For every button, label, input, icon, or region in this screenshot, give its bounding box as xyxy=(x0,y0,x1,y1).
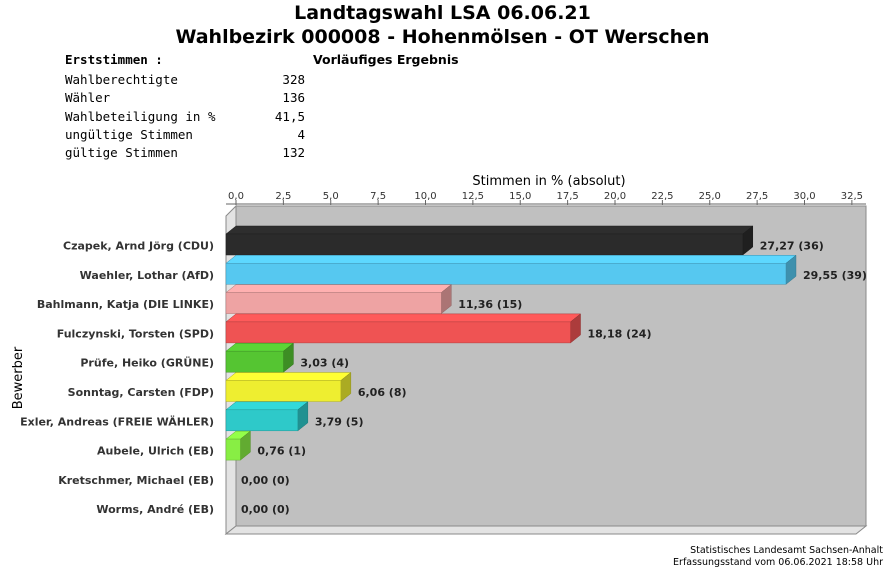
stats-row: Wähler 136 xyxy=(65,90,305,106)
bar xyxy=(225,409,299,432)
stats-value: 4 xyxy=(297,126,305,142)
bar xyxy=(225,321,571,344)
stats-label: Wahlberechtigte xyxy=(65,72,178,87)
category-label: Exler, Andreas (FREIE WÄHLER) xyxy=(20,414,214,428)
x-tick-label: 0,0 xyxy=(228,191,244,202)
x-tick-label: 30,0 xyxy=(793,191,815,202)
stats-value: 41,5 xyxy=(274,108,305,124)
category-label: Bahlmann, Katja (DIE LINKE) xyxy=(37,298,214,311)
stats-row: gültige Stimmen 132 xyxy=(65,145,305,161)
bar-value-label: 3,03 (4) xyxy=(300,357,349,370)
x-tick-label: 22,5 xyxy=(651,191,673,202)
stats-label: ungültige Stimmen xyxy=(65,126,193,142)
bar xyxy=(225,438,241,461)
x-tick-label: 7,5 xyxy=(370,191,386,202)
x-tick-label: 15,0 xyxy=(509,191,531,202)
x-tick-label: 5,0 xyxy=(323,191,339,202)
category-label: Prüfe, Heiko (GRÜNE) xyxy=(80,356,214,370)
stats-row: ungültige Stimmen 4 xyxy=(65,126,305,142)
bar-top-face xyxy=(225,372,352,381)
chart-title: Landtagswahl LSA 06.06.21 xyxy=(294,2,591,24)
chart-subtitle: Wahlbezirk 000008 - Hohenmölsen - OT Wer… xyxy=(175,26,710,48)
bar-value-label: 29,55 (39) xyxy=(803,269,867,282)
bar-top-face xyxy=(225,225,754,235)
bar-top-face xyxy=(225,255,797,264)
stats-heading: Erststimmen : xyxy=(65,52,163,67)
x-tick-label: 2,5 xyxy=(275,191,291,202)
x-tick-label: 10,0 xyxy=(414,191,436,202)
bar-value-label: 27,27 (36) xyxy=(760,240,824,253)
bar-value-label: 0,00 (0) xyxy=(241,474,290,487)
y-axis-label: Bewerber xyxy=(11,346,26,409)
bar-value-label: 0,00 (0) xyxy=(241,503,290,516)
category-label: Worms, André (EB) xyxy=(96,503,214,516)
x-tick-label: 20,0 xyxy=(604,191,626,202)
category-label: Sonntag, Carsten (FDP) xyxy=(68,386,214,399)
x-axis-label: Stimmen in % (absolut) xyxy=(472,174,625,189)
x-tick-label: 27,5 xyxy=(746,191,768,202)
stats-label: Wähler xyxy=(65,90,111,106)
stats-value: 132 xyxy=(282,145,305,161)
stats-label: gültige Stimmen xyxy=(65,145,178,161)
stats-value: 328 xyxy=(282,72,305,87)
bar-value-label: 0,76 (1) xyxy=(257,445,306,458)
bar-top-face xyxy=(225,342,295,352)
bar-value-label: 11,36 (15) xyxy=(458,298,522,311)
x-tick-label: 17,5 xyxy=(556,191,578,202)
plot-floor xyxy=(224,525,868,535)
category-label: Aubele, Ulrich (EB) xyxy=(97,445,214,458)
bars-group: Czapek, Arnd Jörg (CDU) 27,27 (36) Waehler… xyxy=(20,225,867,516)
bar-top-face xyxy=(225,401,309,411)
bar xyxy=(225,350,284,373)
stats-value: 136 xyxy=(282,90,305,106)
x-tick-label: 32,5 xyxy=(841,191,863,202)
stats-row: Wahlbeteiligung in % 41,5 xyxy=(65,108,305,124)
category-label: Czapek, Arnd Jörg (CDU) xyxy=(63,240,214,253)
x-tick-label: 25,0 xyxy=(699,191,721,202)
bar xyxy=(225,263,787,285)
bar xyxy=(225,380,342,402)
bar-top-face xyxy=(225,284,452,293)
category-label: Kretschmer, Michael (EB) xyxy=(58,474,214,487)
stats-row: Wahlberechtigte 328 xyxy=(65,72,305,87)
bar-value-label: 6,06 (8) xyxy=(358,386,407,399)
category-label: Fulczynski, Torsten (SPD) xyxy=(57,327,214,340)
stats-label: Wahlbeteiligung in % xyxy=(65,108,216,124)
footer-timestamp: Erfassungsstand vom 06.06.2021 18:58 Uhr xyxy=(673,557,883,568)
category-label: Waehler, Lothar (AfD) xyxy=(80,269,214,282)
x-axis: 0,0 2,5 5,0 7,5 10,0 12,5 15,0 17,5 20,0 22,5 25,0… xyxy=(226,191,866,205)
bar-top-face xyxy=(225,313,582,323)
preliminary-result-label: Vorläufiges Ergebnis xyxy=(313,52,459,67)
bar-value-label: 3,79 (5) xyxy=(315,415,364,428)
x-tick-label: 12,5 xyxy=(462,191,484,202)
bar xyxy=(225,233,744,256)
footer-source: Statistisches Landesamt Sachsen-Anhalt xyxy=(690,545,883,556)
bar-value-label: 18,18 (24) xyxy=(588,327,652,340)
bar xyxy=(225,292,442,314)
